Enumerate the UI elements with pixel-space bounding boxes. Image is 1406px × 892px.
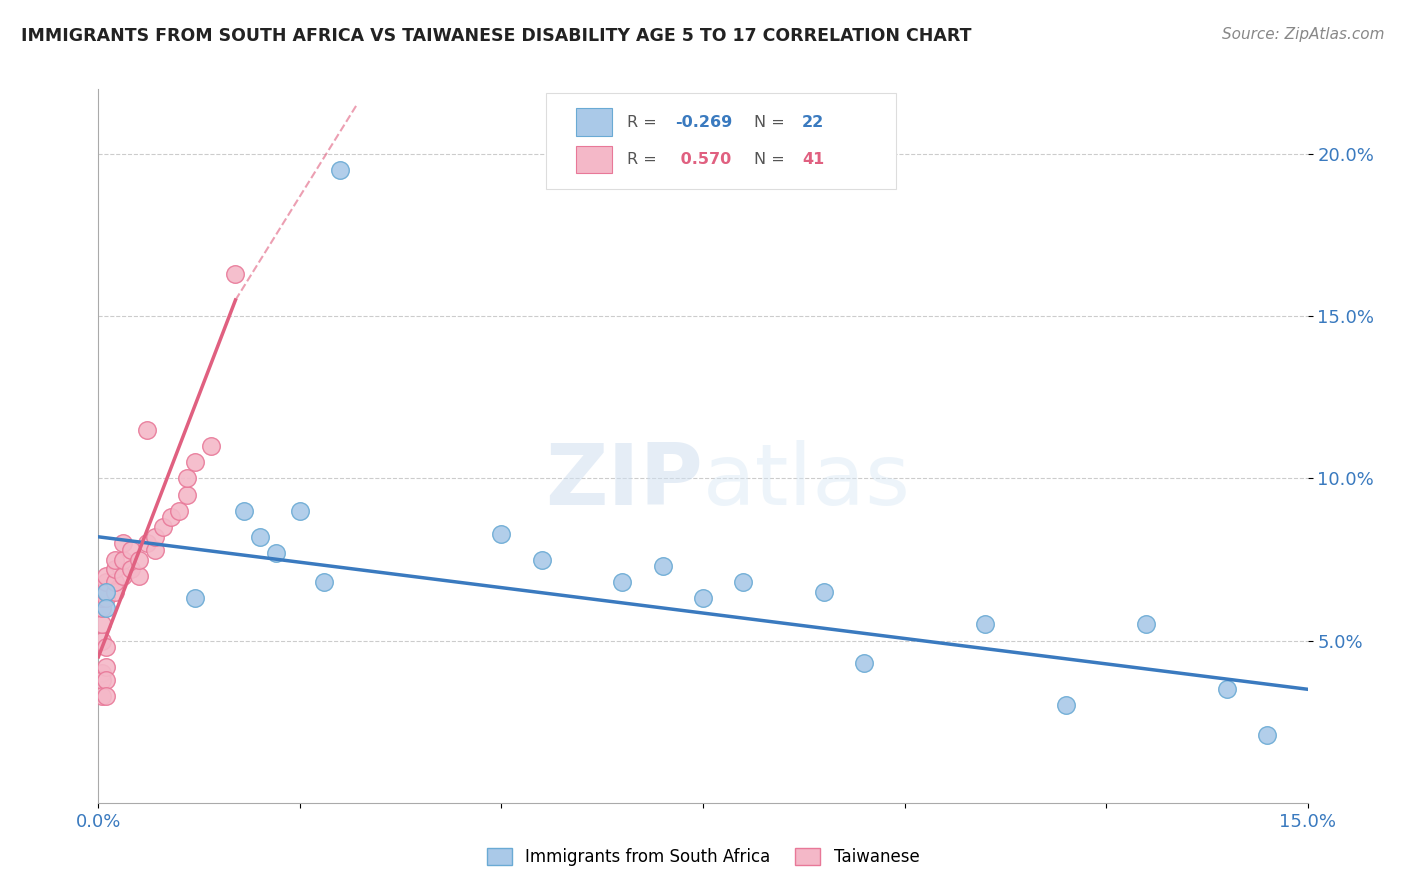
Point [288, 504, 311, 518]
Point [176, 471, 198, 485]
Point [91, 591, 114, 606]
Point [96, 585, 118, 599]
Point [184, 591, 207, 606]
Point [651, 559, 673, 574]
Point [91, 617, 114, 632]
Point [96, 585, 118, 599]
Text: IMMIGRANTS FROM SOUTH AFRICA VS TAIWANESE DISABILITY AGE 5 TO 17 CORRELATION CHA: IMMIGRANTS FROM SOUTH AFRICA VS TAIWANES… [21, 27, 972, 45]
Point [111, 536, 134, 550]
Text: N =: N = [754, 114, 790, 129]
Point [96, 659, 118, 673]
Point [103, 552, 125, 566]
Text: R =: R = [627, 114, 662, 129]
Point [91, 585, 114, 599]
Point [232, 504, 254, 518]
Point [530, 552, 553, 566]
Point [143, 542, 166, 557]
Point [167, 504, 190, 518]
Point [1054, 698, 1077, 713]
Point [96, 591, 118, 606]
Point [96, 568, 118, 582]
Text: 41: 41 [803, 153, 824, 168]
Point [91, 633, 114, 648]
Point [200, 439, 222, 453]
Point [135, 536, 157, 550]
Text: Source: ZipAtlas.com: Source: ZipAtlas.com [1222, 27, 1385, 42]
Point [249, 530, 271, 544]
Point [111, 552, 134, 566]
Point [96, 640, 118, 654]
Text: atlas: atlas [703, 440, 911, 524]
Text: 22: 22 [803, 114, 824, 129]
Point [128, 568, 150, 582]
Point [612, 575, 634, 590]
Point [491, 526, 513, 541]
Text: ZIP: ZIP [546, 440, 703, 524]
Point [103, 585, 125, 599]
Point [1216, 682, 1239, 697]
Point [111, 568, 134, 582]
Point [96, 585, 118, 599]
Point [160, 510, 183, 524]
Point [1135, 617, 1157, 632]
Point [120, 562, 142, 576]
Point [176, 488, 198, 502]
Point [103, 562, 125, 576]
Point [91, 591, 114, 606]
Text: N =: N = [754, 153, 790, 168]
Point [91, 666, 114, 681]
FancyBboxPatch shape [546, 93, 897, 189]
Point [314, 575, 336, 590]
Point [813, 585, 835, 599]
Point [120, 542, 142, 557]
Point [128, 552, 150, 566]
Point [264, 546, 287, 560]
Point [733, 575, 755, 590]
Point [103, 575, 125, 590]
Point [853, 657, 876, 671]
Point [692, 591, 714, 606]
Point [152, 520, 174, 534]
Point [184, 455, 207, 469]
Point [96, 601, 118, 615]
Point [135, 423, 157, 437]
FancyBboxPatch shape [576, 109, 613, 136]
FancyBboxPatch shape [576, 146, 613, 173]
Point [1256, 728, 1278, 742]
Point [96, 673, 118, 687]
Point [91, 673, 114, 687]
Legend: Immigrants from South Africa, Taiwanese: Immigrants from South Africa, Taiwanese [479, 841, 927, 873]
Text: -0.269: -0.269 [675, 114, 733, 129]
Point [329, 163, 352, 178]
Point [96, 689, 118, 703]
Text: 0.570: 0.570 [675, 153, 731, 168]
Point [143, 530, 166, 544]
Text: R =: R = [627, 153, 662, 168]
Point [91, 689, 114, 703]
Point [96, 575, 118, 590]
Point [91, 601, 114, 615]
Point [974, 617, 997, 632]
Point [224, 267, 246, 281]
